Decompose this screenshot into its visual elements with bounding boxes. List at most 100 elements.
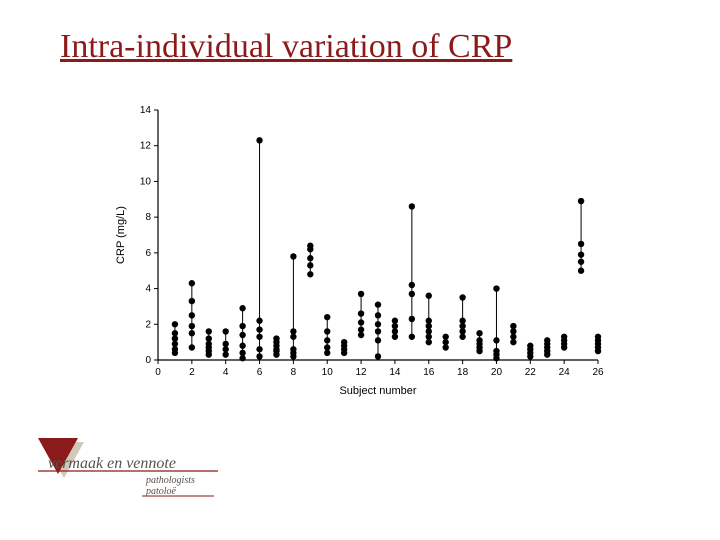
data-point [426, 293, 432, 299]
page-title: Intra-individual variation of CRP [60, 28, 512, 66]
data-point [493, 337, 499, 343]
data-point [409, 316, 415, 322]
data-point [290, 253, 296, 259]
y-tick-label: 6 [145, 248, 151, 259]
data-point [307, 243, 313, 249]
data-point [273, 335, 279, 341]
data-point [324, 328, 330, 334]
data-point [256, 346, 262, 352]
x-tick-label: 0 [155, 367, 161, 378]
data-point [239, 350, 245, 356]
data-point [409, 291, 415, 297]
x-axis-label: Subject number [339, 385, 416, 397]
data-point [442, 334, 448, 340]
data-point [189, 323, 195, 329]
data-point [290, 346, 296, 352]
logo-sub2: patoloë [145, 486, 177, 497]
data-point [358, 291, 364, 297]
y-tick-label: 0 [145, 355, 151, 366]
x-tick-label: 24 [559, 367, 571, 378]
x-tick-label: 8 [291, 367, 297, 378]
data-point [578, 268, 584, 274]
y-tick-label: 12 [140, 141, 152, 152]
data-point [375, 312, 381, 318]
data-point [459, 294, 465, 300]
data-point [189, 330, 195, 336]
data-point [375, 353, 381, 359]
y-tick-label: 2 [145, 319, 151, 330]
data-point [375, 328, 381, 334]
data-point [189, 280, 195, 286]
x-tick-label: 14 [389, 367, 401, 378]
data-point [189, 298, 195, 304]
data-point [324, 314, 330, 320]
data-point [578, 251, 584, 257]
data-point [426, 318, 432, 324]
data-point [527, 343, 533, 349]
x-tick-label: 4 [223, 367, 229, 378]
data-point [307, 271, 313, 277]
data-point [561, 334, 567, 340]
data-point [239, 323, 245, 329]
x-tick-label: 12 [356, 367, 368, 378]
data-point [375, 301, 381, 307]
data-point [476, 337, 482, 343]
data-point [358, 326, 364, 332]
data-point [510, 323, 516, 329]
data-point [578, 241, 584, 247]
data-point [392, 318, 398, 324]
y-axis-label: CRP (mg/L) [115, 206, 127, 264]
x-tick-label: 2 [189, 367, 195, 378]
data-point [222, 341, 228, 347]
data-point [578, 198, 584, 204]
logo-sub1: pathologists [145, 475, 195, 486]
data-point [409, 203, 415, 209]
data-point [375, 337, 381, 343]
x-tick-label: 18 [457, 367, 469, 378]
data-point [409, 282, 415, 288]
data-point [189, 344, 195, 350]
data-point [256, 334, 262, 340]
y-tick-label: 4 [145, 284, 151, 295]
data-point [206, 328, 212, 334]
data-point [256, 353, 262, 359]
x-tick-label: 26 [592, 367, 604, 378]
logo-brand-text: vermaak en vennote [48, 455, 176, 472]
data-point [578, 259, 584, 265]
data-point [459, 318, 465, 324]
data-point [324, 344, 330, 350]
data-point [206, 335, 212, 341]
data-point [290, 328, 296, 334]
data-point [239, 343, 245, 349]
data-point [307, 255, 313, 261]
data-point [256, 137, 262, 143]
data-point [375, 321, 381, 327]
data-point [595, 334, 601, 340]
data-point [222, 328, 228, 334]
x-tick-label: 16 [423, 367, 435, 378]
y-tick-label: 14 [140, 105, 152, 116]
crp-chart: 0246810121402468101214161820222426Subjec… [110, 100, 610, 400]
data-point [256, 326, 262, 332]
data-point [189, 312, 195, 318]
x-tick-label: 10 [322, 367, 334, 378]
data-point [239, 332, 245, 338]
data-point [358, 310, 364, 316]
data-point [256, 318, 262, 324]
data-point [493, 285, 499, 291]
data-point [358, 319, 364, 325]
x-tick-label: 6 [257, 367, 263, 378]
x-tick-label: 22 [525, 367, 537, 378]
data-point [172, 321, 178, 327]
y-tick-label: 10 [140, 176, 152, 187]
data-point [324, 337, 330, 343]
chart-svg: 0246810121402468101214161820222426Subjec… [110, 100, 610, 400]
x-tick-label: 20 [491, 367, 503, 378]
y-tick-label: 8 [145, 212, 151, 223]
data-point [409, 334, 415, 340]
data-point [544, 337, 550, 343]
brand-logo: vermaak en vennote pathologistspatoloë [38, 438, 238, 498]
data-point [172, 330, 178, 336]
data-point [239, 305, 245, 311]
data-point [476, 330, 482, 336]
